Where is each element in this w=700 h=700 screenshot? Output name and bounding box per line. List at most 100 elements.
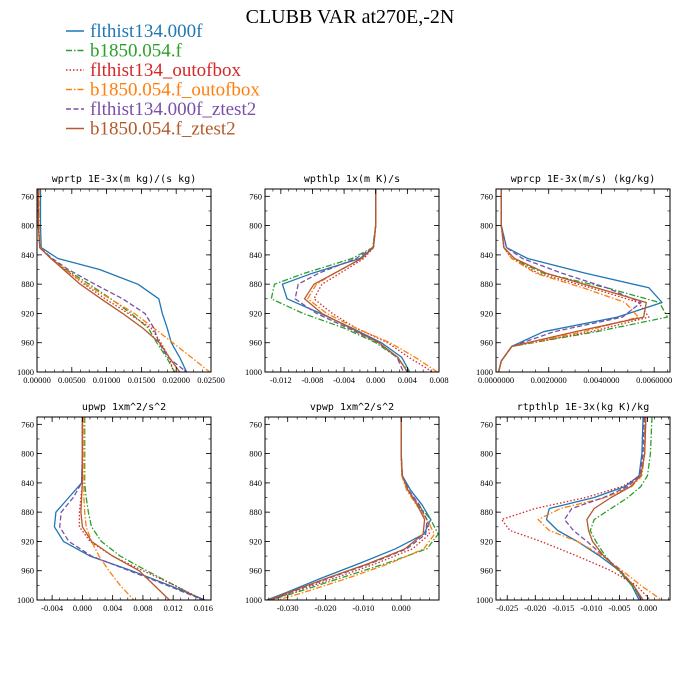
x-tick-label: 0.0000000 (478, 375, 514, 385)
series-line (270, 417, 439, 600)
series-line (80, 417, 170, 600)
y-tick-label: 760 (21, 419, 34, 429)
x-tick-label: -0.025 (496, 603, 518, 613)
y-tick-label: 880 (480, 279, 493, 289)
x-tick-label: 0.012 (164, 603, 183, 613)
y-tick-label: 920 (480, 536, 493, 546)
series-line (589, 417, 653, 600)
y-tick-label: 800 (249, 449, 262, 459)
x-tick-label: 0.008 (133, 603, 152, 613)
x-tick-label: -0.020 (524, 603, 546, 613)
legend-label: b1850.054.f_outofbox (90, 80, 260, 101)
series-line (537, 417, 662, 600)
legend-label: b1850.054.f_ztest2 (90, 119, 236, 140)
y-tick-label: 880 (249, 279, 262, 289)
x-tick-label: 0.00500 (58, 375, 86, 385)
y-tick-label: 800 (21, 449, 34, 459)
y-tick-label: 840 (480, 250, 493, 260)
y-tick-label: 840 (249, 478, 262, 488)
x-tick-label: -0.005 (608, 603, 630, 613)
legend-label: flthist134_outofbox (90, 60, 241, 81)
plot-frame (495, 188, 671, 373)
x-tick-label: -0.004 (333, 375, 356, 385)
panel-title: vpwp 1xm^2/s^2 (310, 402, 394, 413)
x-tick-label: -0.008 (301, 375, 323, 385)
y-tick-label: 760 (21, 191, 34, 201)
y-tick-label: 1000 (245, 367, 262, 377)
x-tick-label: -0.020 (315, 603, 337, 613)
panel-title: wpthlp 1x(m K)/s (304, 174, 400, 185)
series-line (37, 189, 187, 372)
plot-frame (495, 416, 671, 601)
x-tick-label: 0.000 (366, 375, 385, 385)
panel: vpwp 1xm^2/s^2 760 800 840 880 920 960 1000 -0.0… (245, 402, 440, 613)
series-line (303, 189, 408, 372)
y-tick-label: 960 (480, 338, 493, 348)
y-tick-label: 960 (480, 566, 493, 576)
y-tick-label: 800 (480, 221, 493, 231)
y-tick-label: 960 (21, 338, 34, 348)
y-tick-label: 800 (249, 221, 262, 231)
figure-title: CLUBB VAR at270E,-2N (246, 6, 455, 28)
series-line (37, 189, 175, 372)
series-line (37, 189, 176, 372)
x-tick-label: 0.000 (73, 603, 92, 613)
y-tick-label: 760 (480, 419, 493, 429)
x-tick-label: 0.008 (429, 375, 448, 385)
y-tick-label: 840 (21, 250, 34, 260)
y-tick-label: 800 (480, 449, 493, 459)
series-line (37, 189, 181, 372)
x-tick-label: 0.02500 (197, 375, 225, 385)
y-tick-label: 760 (249, 419, 262, 429)
x-tick-label: 0.0040000 (583, 375, 619, 385)
panel: wpthlp 1x(m K)/s 760 800 840 880 920 960 1000 -0… (245, 174, 449, 385)
x-tick-label: 0.01500 (128, 375, 156, 385)
x-tick-label: -0.012 (270, 375, 292, 385)
x-tick-label: -0.030 (277, 603, 299, 613)
x-tick-label: 0.0060000 (636, 375, 672, 385)
panel: upwp 1xm^2/s^2 760 800 840 880 920 960 1000 -0.0… (17, 402, 213, 613)
x-tick-label: 0.01000 (93, 375, 121, 385)
y-tick-label: 880 (21, 507, 34, 517)
y-tick-label: 1000 (17, 595, 34, 605)
x-tick-label: -0.010 (580, 603, 602, 613)
legend-label: b1850.054.f (90, 41, 183, 62)
panels: wprtp 1E-3x(m kg)/(s kg) 760 800 840 880 920 9… (17, 174, 672, 613)
x-tick-label: 0.000 (392, 603, 411, 613)
x-tick-label: 0.004 (398, 375, 418, 385)
panel: wprcp 1E-3x(m/s) (kg/kg) 760 800 840 880 920 9… (476, 174, 672, 385)
y-tick-label: 880 (249, 507, 262, 517)
y-tick-label: 760 (480, 191, 493, 201)
panel-title: upwp 1xm^2/s^2 (82, 402, 166, 413)
series-line (294, 189, 404, 372)
plot-frame (264, 416, 440, 601)
x-tick-label: -0.010 (352, 603, 374, 613)
legend: flthist134.000fb1850.054.fflthist134_out… (66, 21, 260, 140)
y-tick-label: 880 (480, 507, 493, 517)
y-tick-label: 1000 (476, 367, 493, 377)
series-line (313, 189, 434, 372)
x-tick-label: 0.016 (194, 603, 213, 613)
series-line (500, 417, 651, 600)
y-tick-label: 920 (249, 536, 262, 546)
series-line (53, 417, 206, 600)
series-line (497, 189, 647, 372)
y-tick-label: 1000 (476, 595, 493, 605)
plot-frame (36, 188, 212, 373)
x-tick-label: -0.015 (552, 603, 574, 613)
x-tick-label: -0.004 (41, 603, 64, 613)
x-tick-label: 0.000 (638, 603, 657, 613)
series-line (268, 417, 426, 600)
panel-title: wprcp 1E-3x(m/s) (kg/kg) (511, 174, 656, 185)
x-tick-label: 0.0020000 (531, 375, 567, 385)
y-tick-label: 840 (480, 478, 493, 488)
series-line (38, 189, 211, 372)
y-tick-label: 920 (21, 308, 34, 318)
y-tick-label: 840 (21, 478, 34, 488)
x-tick-label: 0.004 (103, 603, 123, 613)
series-line (586, 417, 647, 600)
plot-frame (36, 416, 212, 601)
y-tick-label: 960 (21, 566, 34, 576)
panel-title: rtpthlp 1E-3x(kg K)/kg (517, 402, 649, 413)
